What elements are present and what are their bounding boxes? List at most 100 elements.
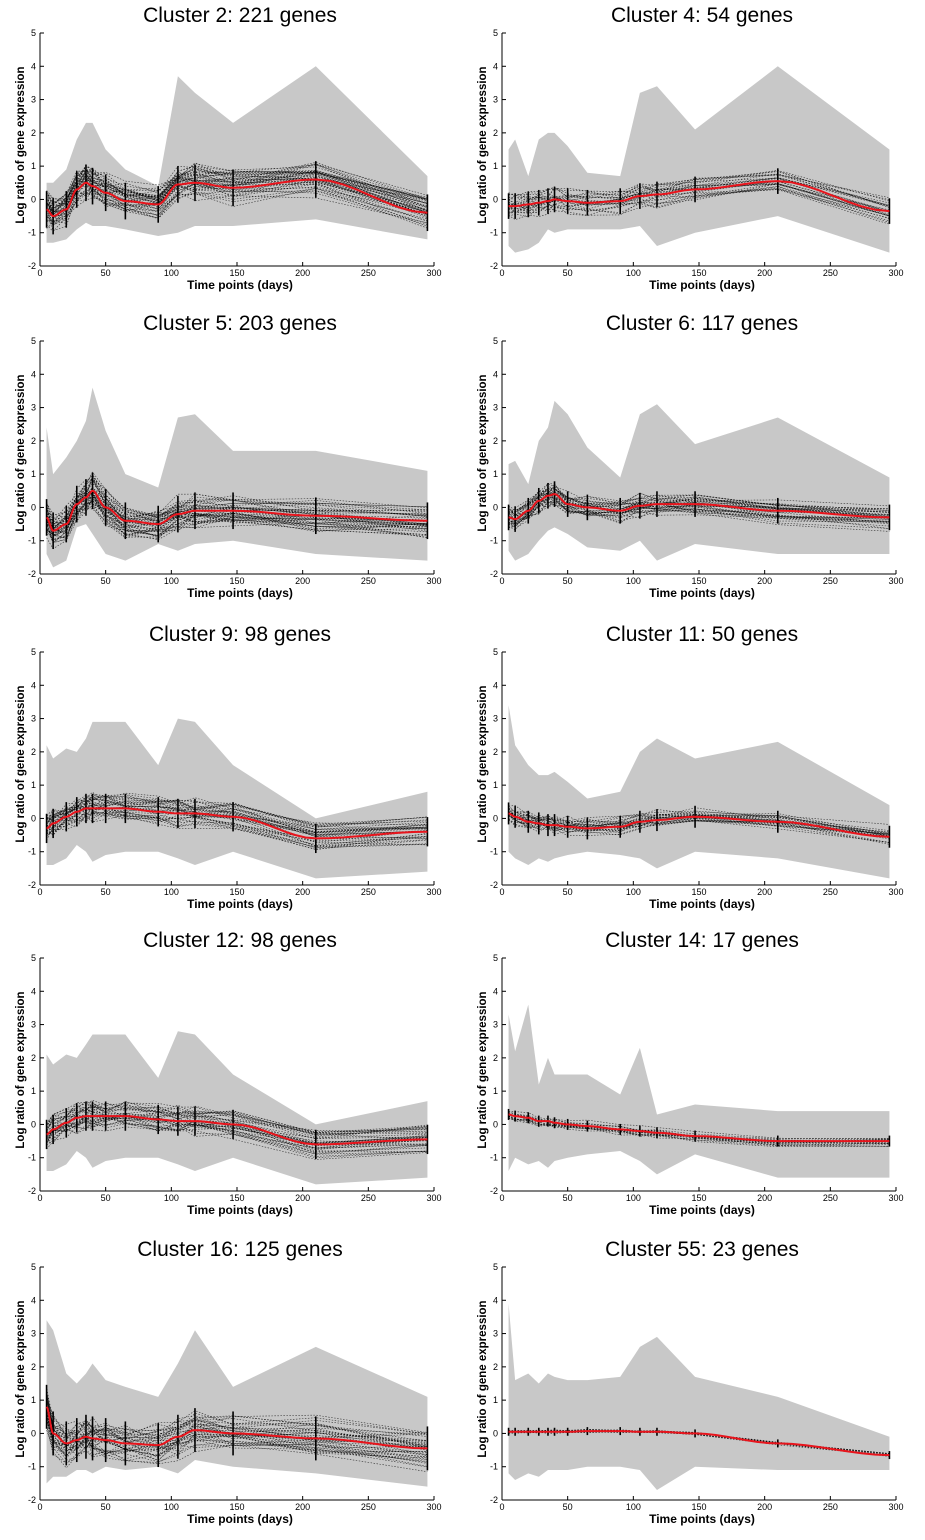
y-tick-label: 2 [493,1362,498,1372]
gene-profile-line [46,811,428,849]
gene-profile-line [508,812,890,840]
gene-profile-line [46,179,428,219]
x-axis-label: Time points (days) [649,278,755,292]
gene-profile-line [46,500,428,541]
cluster-plot: 0 50 100 150 200 250 300 -2 -1 0 1 2 3 4 5 [490,1262,904,1512]
gene-profile-line [46,490,428,531]
chart-title: Cluster 16: 125 genes [137,1238,343,1261]
gene-profile-line [46,802,428,836]
gene-profile-line [46,188,428,226]
gene-profile-line [508,1111,890,1140]
x-axis-label: Time points (days) [187,1203,293,1217]
x-tick-label: 100 [626,1193,641,1203]
gene-profile-line [46,1385,428,1437]
y-tick-label: -2 [490,1495,498,1505]
cluster-panel: 0 50 100 150 200 250 300 -2 -1 0 1 2 3 4 5 Cluster 55: … [462,1234,924,1540]
y-tick-label: 4 [493,369,498,379]
y-tick-label: -2 [490,261,498,271]
gene-profile-line [46,505,428,539]
gene-profile-line [46,807,428,840]
y-tick-label: 4 [31,1295,36,1305]
x-tick-label: 250 [361,1502,376,1512]
gene-profile-line [46,1122,428,1155]
x-axis-label: Time points (days) [649,1203,755,1217]
gene-profile-line [46,794,428,825]
x-tick-label: 50 [563,887,573,897]
gene-profile-line [46,1399,428,1440]
y-tick-label: 0 [31,1119,36,1129]
y-tick-label: -2 [490,1186,498,1196]
x-tick-label: 150 [691,1193,706,1203]
y-tick-label: 4 [31,680,36,690]
x-tick-label: 150 [691,576,706,586]
gene-profile-line [46,176,428,219]
cluster-panel: 0 50 100 150 200 250 300 -2 -1 0 1 2 3 4 5 Cluster 4: 5… [462,0,924,306]
x-tick-label: 150 [691,268,706,278]
gene-profile-line [46,496,428,534]
chart-title: Cluster 2: 221 genes [143,4,337,27]
gene-profiles [45,1384,429,1472]
y-tick-label: 1 [493,1395,498,1405]
x-tick-label: 0 [499,268,504,278]
gene-profile-line [508,177,890,210]
x-axis-label: Time points (days) [187,897,293,911]
x-tick-label: 200 [757,1193,772,1203]
x-tick-label: 0 [37,268,42,278]
gene-profile-line [46,168,428,209]
range-band [46,1320,428,1487]
gene-profile-line [46,478,428,525]
gene-profile-line [508,189,890,225]
gene-profile-line [46,478,428,525]
gene-profile-line [46,491,428,544]
gene-profile-line [46,1114,428,1147]
cluster-plot: 0 50 100 150 200 250 300 -2 -1 0 1 2 3 4 5 [28,336,442,586]
gene-profile-line [508,813,890,843]
y-tick-label: -1 [28,847,36,857]
x-tick-label: 150 [229,1502,244,1512]
gene-profile-line [46,479,428,519]
gene-profile-line [46,170,428,210]
x-tick-label: 150 [691,887,706,897]
gene-profile-line [46,1418,428,1458]
x-tick-label: 100 [164,1502,179,1512]
x-axis-label: Time points (days) [187,278,293,292]
range-band [508,400,890,561]
gene-profile-line [46,799,428,831]
x-tick-label: 200 [295,576,310,586]
y-axis-label: Log ratio of gene expression [15,66,27,224]
x-tick-label: 200 [757,1502,772,1512]
x-tick-label: 200 [295,1502,310,1512]
y-tick-label: 1 [31,1395,36,1405]
gene-profile-line [508,1115,890,1145]
mean-expression-line [46,807,428,840]
cluster-plot: 0 50 100 150 200 250 300 -2 -1 0 1 2 3 4 5 [28,953,442,1203]
y-tick-label: 4 [31,61,36,71]
y-tick-label: 5 [31,1262,36,1272]
cluster-plot: 0 50 100 150 200 250 300 -2 -1 0 1 2 3 4 5 [28,1262,442,1512]
y-tick-label: 2 [31,128,36,138]
gene-profile-line [46,1104,428,1144]
x-axis-label: Time points (days) [187,1512,293,1526]
gene-profile-line [508,496,890,524]
gene-profile-line [46,1422,428,1462]
gene-profile-line [46,805,428,847]
y-tick-label: 5 [493,28,498,38]
gene-profile-line [508,496,890,527]
chart-title: Cluster 9: 98 genes [148,623,332,646]
x-tick-label: 250 [823,576,838,586]
x-tick-label: 300 [426,268,441,278]
y-tick-label: 1 [493,1086,498,1096]
gene-profile-line [508,1116,890,1147]
x-tick-label: 250 [361,576,376,586]
gene-profile-line [46,162,428,202]
mean-expression-line [508,1113,890,1143]
y-tick-label: 3 [31,403,36,413]
y-tick-label: 5 [493,336,498,346]
y-tick-label: 2 [31,747,36,757]
gene-profile-line [46,506,428,550]
x-tick-label: 200 [757,576,772,586]
y-axis-label: Log ratio of gene expression [477,685,489,843]
gene-profile-line [46,1425,428,1468]
y-tick-label: 4 [493,61,498,71]
y-tick-label: 3 [493,1020,498,1030]
